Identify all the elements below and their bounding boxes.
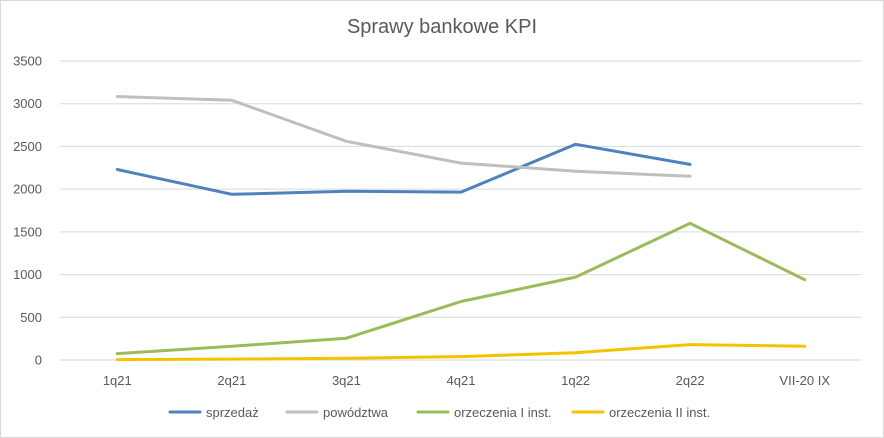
x-tick-label: 1q22 xyxy=(561,373,590,388)
series-line-3 xyxy=(115,343,807,362)
y-tick-label: 1000 xyxy=(13,267,42,282)
y-tick-label: 3500 xyxy=(13,54,42,69)
legend-label: orzeczenia I inst. xyxy=(454,405,552,420)
x-tick-label: 1q21 xyxy=(103,373,132,388)
y-tick-label: 0 xyxy=(35,353,42,368)
x-tick-label: 2q21 xyxy=(217,373,246,388)
series-line-1 xyxy=(115,95,692,178)
chart-title: Sprawy bankowe KPI xyxy=(346,16,538,38)
x-tick-label: 3q21 xyxy=(332,373,361,388)
y-tick-label: 2500 xyxy=(13,139,42,154)
series-line-0 xyxy=(115,142,692,196)
legend-label: sprzedaż xyxy=(206,405,259,420)
series-line-2 xyxy=(115,221,807,356)
y-tick-label: 1500 xyxy=(13,224,42,239)
x-tick-label: 4q21 xyxy=(447,373,476,388)
y-tick-label: 3000 xyxy=(13,96,42,111)
x-tick-label: VII-20 IX xyxy=(779,373,830,388)
legend-label: orzeczenia II inst. xyxy=(609,405,710,420)
y-tick-label: 500 xyxy=(20,310,42,325)
y-tick-label: 2000 xyxy=(13,182,42,197)
legend-label: powództwa xyxy=(323,405,389,420)
y-axis-ticks: 0 500 1000 1500 2000 2500 3000 3500 xyxy=(13,54,42,368)
x-axis-ticks: 1q21 2q21 3q21 4q21 1q22 2q22 VII-20 IX xyxy=(103,373,831,388)
legend: sprzedaż powództwa orzeczenia I inst. orzec… xyxy=(168,405,710,420)
series-lines xyxy=(115,95,807,362)
x-tick-label: 2q22 xyxy=(676,373,705,388)
grid-lines xyxy=(60,60,862,361)
